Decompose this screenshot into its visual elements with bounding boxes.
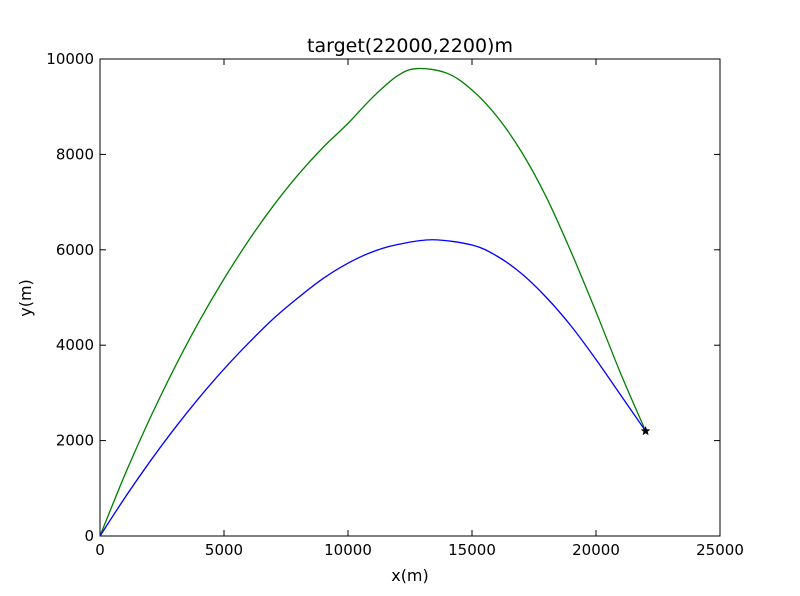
x-tick-label: 0 [95, 541, 105, 559]
x-tick-label: 25000 [696, 541, 744, 559]
x-tick-label: 15000 [448, 541, 496, 559]
series-line-1 [99, 67, 647, 537]
y-tick-label: 8000 [56, 145, 94, 163]
y-axis-label: y(m) [16, 279, 35, 317]
marker-layer [640, 425, 651, 436]
x-tick-label: 20000 [572, 541, 620, 559]
axis-ticks: 0 5000 10000 15000 20000 25000 0 2000 4000 6000 80… [46, 50, 744, 559]
series-line-2 [99, 239, 647, 537]
y-tick-label: 4000 [56, 336, 94, 354]
x-tick-label: 5000 [205, 541, 243, 559]
y-tick-label: 0 [84, 527, 94, 545]
target-star-marker [640, 425, 651, 436]
y-tick-label: 10000 [46, 50, 94, 68]
x-axis-label: x(m) [391, 566, 429, 585]
chart-title: target(22000,2200)m [307, 35, 513, 57]
plot-area-frame [99, 58, 721, 537]
y-tick-label: 2000 [56, 432, 94, 450]
series-layer [99, 67, 647, 537]
x-tick-label: 10000 [324, 541, 372, 559]
y-tick-label: 6000 [56, 241, 94, 259]
